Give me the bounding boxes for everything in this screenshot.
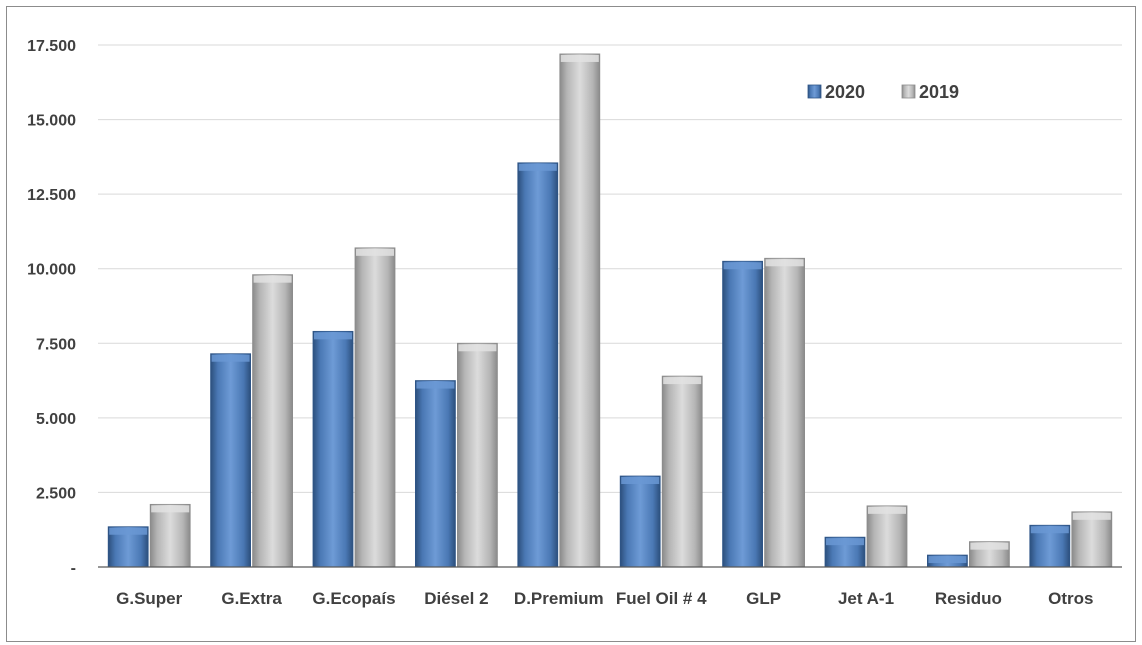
x-category-label: G.Super bbox=[116, 589, 183, 608]
bar-bevel bbox=[109, 527, 148, 535]
y-tick-label: 5.000 bbox=[36, 411, 76, 428]
bar-2020-4 bbox=[414, 380, 456, 568]
bar-bevel bbox=[151, 505, 190, 513]
bar-2020-6 bbox=[619, 475, 661, 568]
bar-bevel bbox=[723, 262, 762, 270]
bar-bevel bbox=[928, 556, 967, 564]
bar-bevel bbox=[826, 538, 864, 546]
y-tick-label: - bbox=[71, 560, 76, 577]
bar-bevel bbox=[356, 248, 394, 256]
x-category-label: G.Ecopaís bbox=[312, 589, 395, 608]
bar-2020-3 bbox=[312, 330, 354, 568]
bar-bevel bbox=[458, 344, 497, 352]
y-tick-label: 17.500 bbox=[27, 38, 76, 55]
bar-bevel bbox=[663, 377, 702, 385]
legend-swatch-2020 bbox=[807, 84, 822, 99]
bar-bevel bbox=[765, 259, 804, 267]
x-category-label: Otros bbox=[1048, 589, 1093, 608]
bar-bevel bbox=[416, 381, 455, 389]
bar-2019-6 bbox=[661, 375, 703, 568]
bar-bevel bbox=[253, 275, 292, 283]
x-category-label: GLP bbox=[746, 589, 781, 608]
x-category-label: Diésel 2 bbox=[424, 589, 488, 608]
bar-2019-7 bbox=[764, 257, 805, 568]
bar-bevel bbox=[1072, 512, 1111, 520]
legend-swatch-2019 bbox=[901, 84, 916, 99]
x-category-label: Fuel Oil # 4 bbox=[616, 589, 707, 608]
legend-label-2020: 2020 bbox=[825, 82, 865, 102]
bar-2019-8 bbox=[866, 505, 908, 568]
y-tick-label: 10.000 bbox=[27, 262, 76, 279]
bar-2020-5 bbox=[517, 162, 559, 568]
x-category-label: Residuo bbox=[935, 589, 1002, 608]
bar-2019-1 bbox=[149, 503, 191, 568]
x-category-label: G.Extra bbox=[221, 589, 282, 608]
bar-bevel bbox=[314, 332, 352, 340]
bar-2019-2 bbox=[252, 274, 294, 568]
y-tick-label: 7.500 bbox=[36, 336, 76, 353]
bar-bevel bbox=[621, 477, 660, 485]
bar-bevel bbox=[868, 506, 906, 514]
bar-bevel bbox=[560, 54, 599, 62]
bar-bevel bbox=[1030, 526, 1069, 534]
bar-2019-4 bbox=[456, 342, 498, 568]
bar-2019-10 bbox=[1071, 511, 1113, 568]
bar-2019-3 bbox=[354, 247, 396, 568]
x-category-label: D.Premium bbox=[514, 589, 604, 608]
bar-bevel bbox=[970, 542, 1009, 550]
legend-label-2019: 2019 bbox=[919, 82, 959, 102]
bar-bevel bbox=[518, 163, 557, 171]
bar-bevel bbox=[211, 354, 250, 362]
bar-2019-5 bbox=[559, 53, 601, 568]
y-tick-label: 12.500 bbox=[27, 187, 76, 204]
x-category-label: Jet A-1 bbox=[838, 589, 894, 608]
bar-2020-7 bbox=[722, 260, 763, 568]
y-tick-label: 2.500 bbox=[36, 485, 76, 502]
bar-2020-2 bbox=[210, 353, 252, 568]
y-tick-label: 15.000 bbox=[27, 113, 76, 130]
